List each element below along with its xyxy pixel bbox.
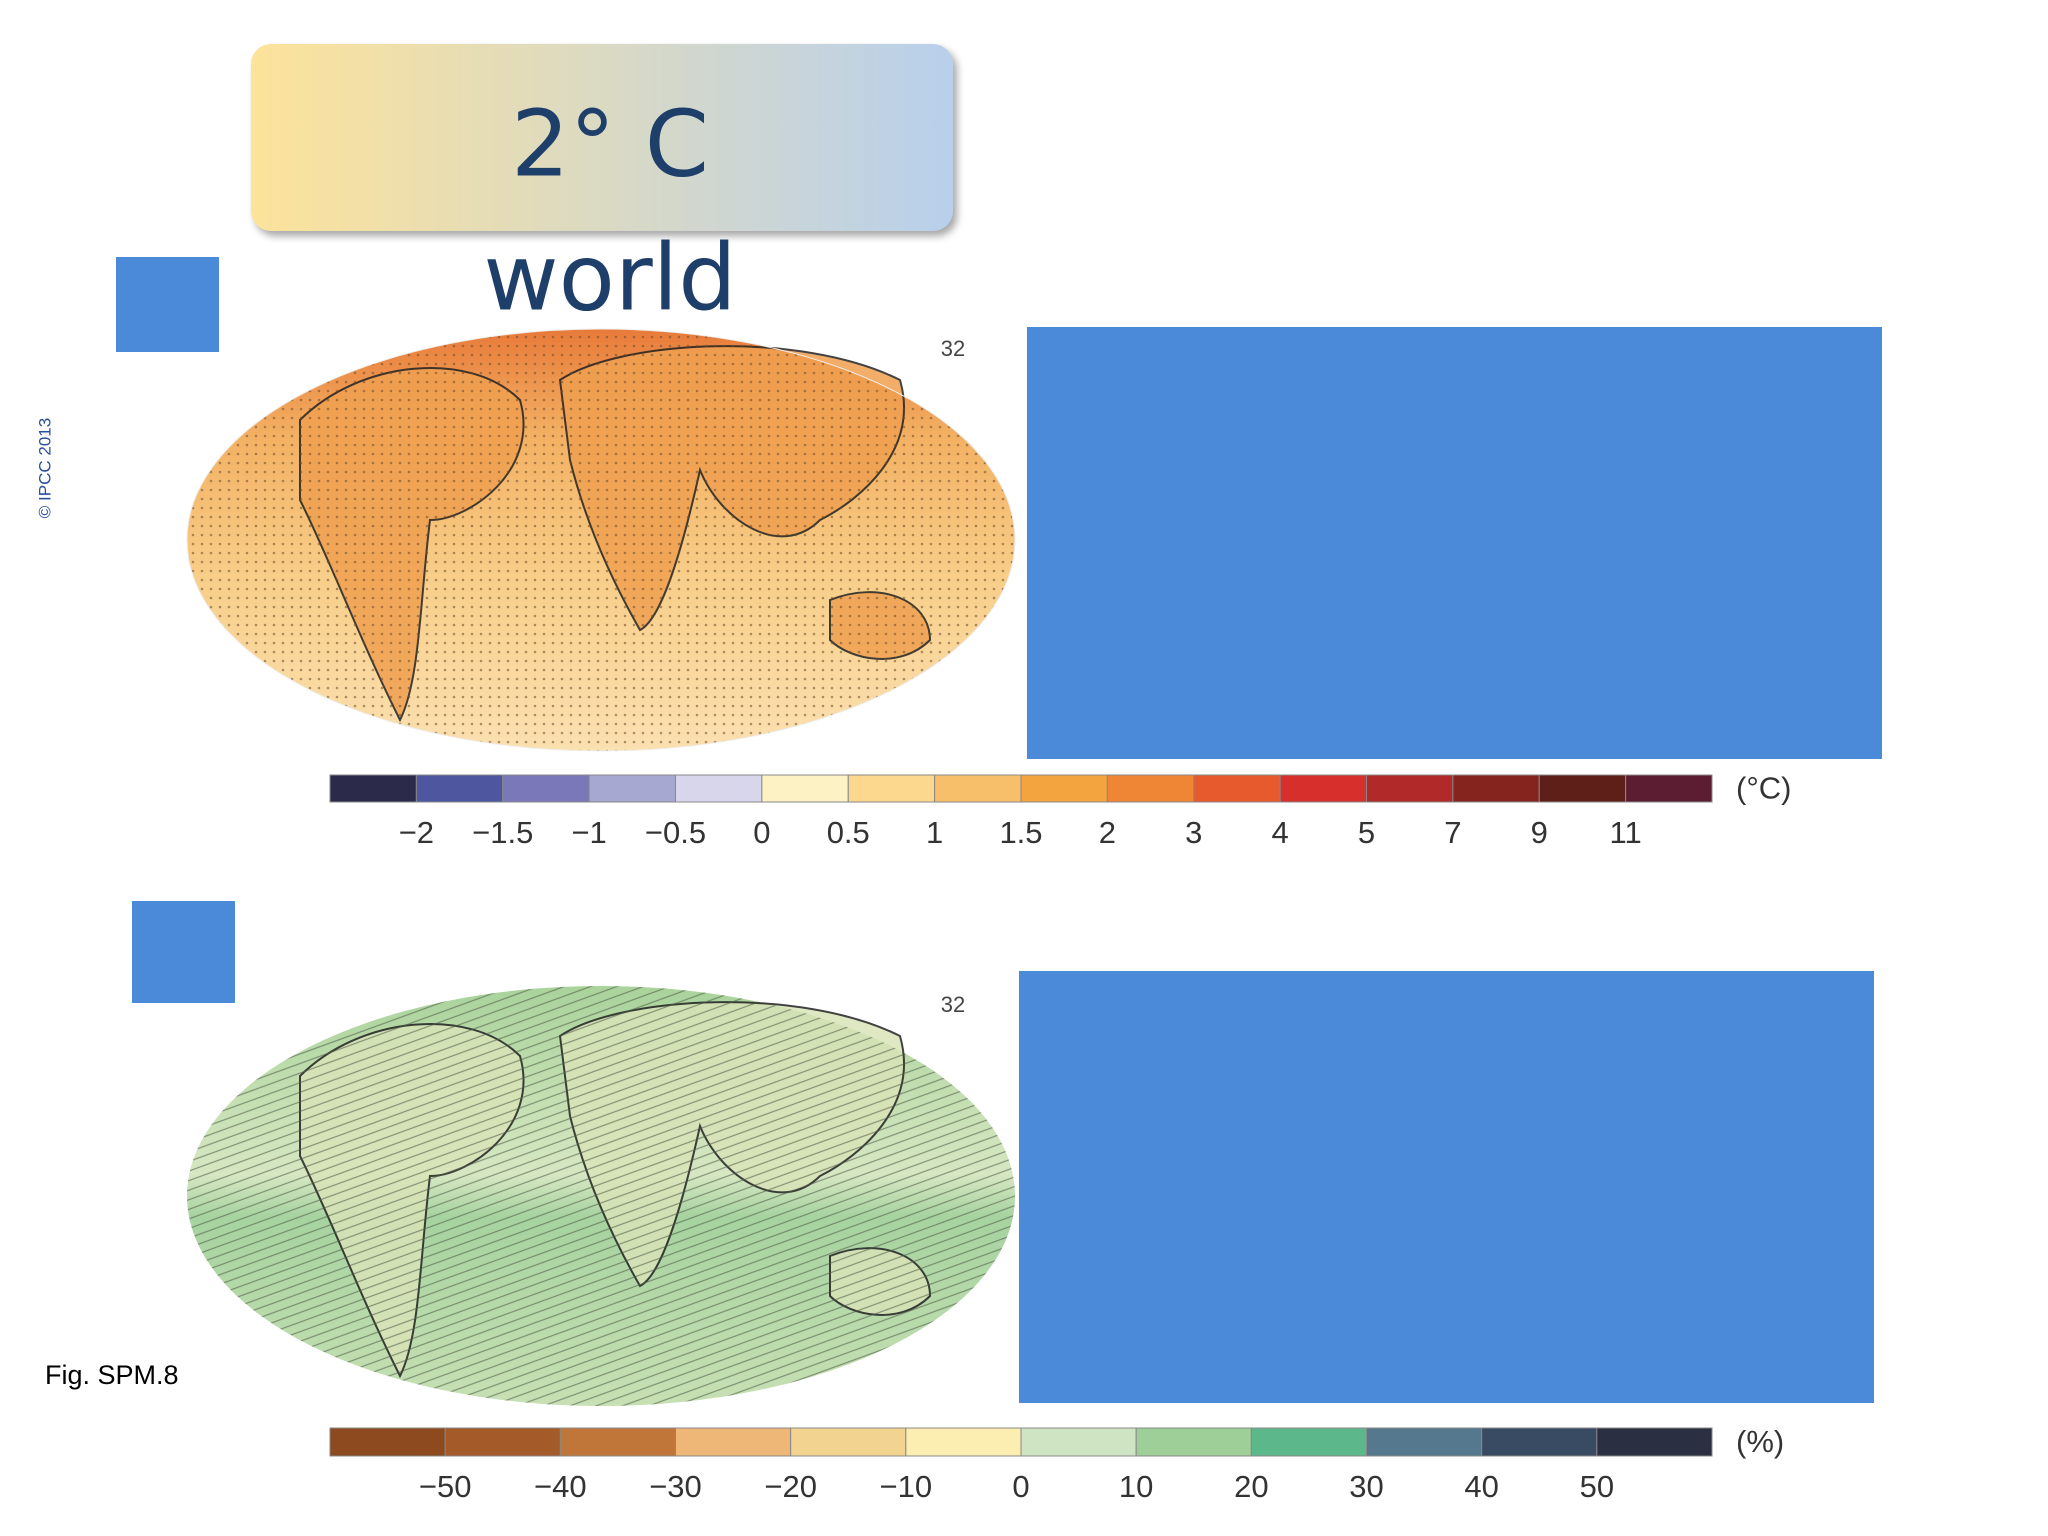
panel-marker [116,257,219,352]
colorbar-tick-label: 7 [1444,815,1461,850]
colorbar-segment [1366,774,1454,803]
colorbar-segment [559,1427,676,1457]
colorbar-tick-label: 1.5 [999,815,1042,850]
redaction-block [1027,327,1882,759]
colorbar-tick-label: 10 [1119,1469,1153,1504]
colorbar-tick-label: −1 [571,815,606,850]
colorbar-tick-label: 40 [1464,1469,1498,1504]
map-label: 32 [941,992,965,1017]
colorbar-segment [761,774,849,803]
colorbar-tick-label: 5 [1358,815,1375,850]
colorbar-segment [1452,774,1540,803]
colorbar-tick-label: 9 [1531,815,1548,850]
colorbar-segment [1481,1427,1598,1457]
colorbar-segment [415,774,504,803]
colorbar-segment [1538,774,1627,803]
colorbar-tick-label: 20 [1234,1469,1268,1504]
title-line1: 2° C [511,90,709,197]
colorbar-segment [1106,774,1195,803]
colorbar-tick-label: 0.5 [827,815,870,850]
colorbar-segment [675,774,763,803]
colorbar-tick-label: −20 [764,1469,817,1504]
colorbar-segment [1366,1427,1483,1457]
colorbar-segment [1020,774,1108,803]
colorbar-segment [329,774,417,803]
panel-marker [132,901,235,1003]
copyright: © IPCC 2013 [35,418,54,518]
colorbar-tick-label: 4 [1272,815,1289,850]
colorbar-tick-label: −1.5 [472,815,533,850]
title-box [251,44,953,231]
colorbar-tick-label: −2 [399,815,434,850]
colorbar-segment [1020,1427,1137,1457]
colorbar-segment [1250,1427,1368,1457]
colorbar-segment [847,774,936,803]
colorbar-tick-label: −40 [534,1469,587,1504]
colorbar-unit: (%) [1736,1424,1784,1459]
colorbar-segment [1193,774,1281,803]
colorbar-segment [675,1427,792,1457]
colorbar-tick-label: 1 [926,815,943,850]
colorbar-segment [444,1427,561,1457]
figure-label: Fig. SPM.8 [45,1360,179,1390]
colorbar-tick-label: −30 [649,1469,702,1504]
colorbar-segment [1625,774,1713,803]
colorbar-segment [588,774,676,803]
colorbar-tick-label: 0 [753,815,770,850]
colorbar-tick-label: 0 [1012,1469,1029,1504]
redaction-block [1019,971,1874,1403]
colorbar-tick-label: −50 [419,1469,472,1504]
colorbar-segment [502,774,590,803]
colorbar-tick-label: 30 [1349,1469,1383,1504]
colorbar-tick-label: 50 [1580,1469,1614,1504]
precipitation-map [187,986,1015,1406]
map-label: 32 [941,336,965,361]
title-line2: world [483,224,736,331]
colorbar-tick-label: −10 [880,1469,933,1504]
colorbar-segment [905,1427,1022,1457]
colorbar-segment [1279,774,1367,803]
colorbar-unit: (°C) [1736,771,1791,806]
colorbar-segment [329,1427,446,1457]
colorbar-tick-label: −0.5 [645,815,706,850]
colorbar-segment [934,774,1022,803]
colorbar-tick-label: 11 [1610,815,1642,850]
colorbar-segment [1596,1427,1713,1457]
colorbar-tick-label: 3 [1185,815,1202,850]
temperature-map [186,328,1016,752]
colorbar-segment [1135,1427,1252,1457]
colorbar-tick-label: 2 [1099,815,1116,850]
colorbar-segment [790,1427,907,1457]
